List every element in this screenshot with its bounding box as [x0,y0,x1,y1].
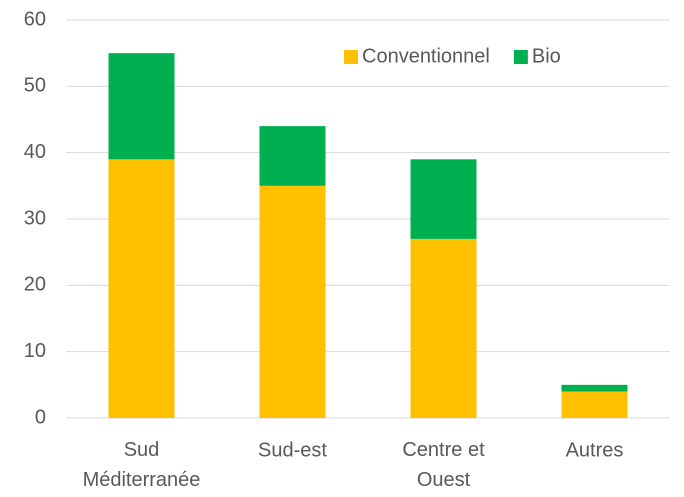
y-tick-label: 40 [24,141,46,163]
bar-segment [259,126,326,186]
bar-segment [410,238,477,418]
legend-label: Bio [532,45,561,67]
y-tick-label: 50 [24,75,46,97]
bar-segment [561,384,628,392]
bar-segment [561,391,628,418]
y-tick-label: 10 [24,340,46,362]
legend-swatch [513,50,528,64]
bar-segment [108,159,175,419]
legend-swatch [344,50,358,64]
bar-segment [259,185,326,418]
x-tick-label: Centre et Ouest [402,439,485,491]
bar-segment [108,53,175,160]
x-tick-label: Autres [566,439,624,461]
y-tick-label: 30 [24,207,46,229]
x-tick-label: Sud Méditerranée [83,439,201,491]
x-tick-label: Sud-est [258,439,327,461]
y-tick-label: 0 [35,406,46,428]
bar-segment [410,159,477,239]
y-tick-label: 60 [24,8,46,30]
legend-label: Conventionnel [362,45,490,67]
y-tick-label: 20 [24,274,46,296]
